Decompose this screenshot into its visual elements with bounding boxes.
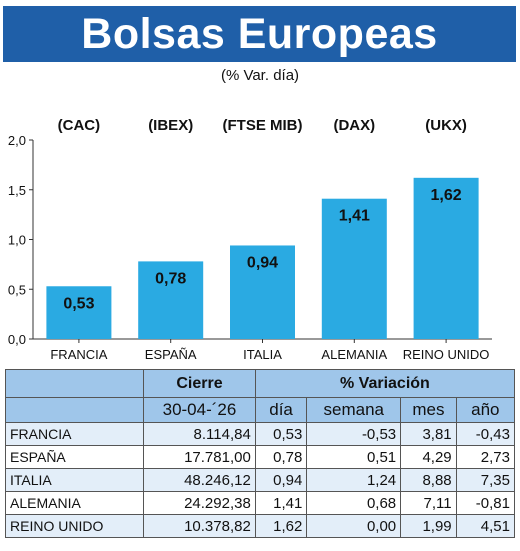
row-country: FRANCIA [4,422,145,446]
bar [138,261,204,339]
group-header-variacion: % Variación [254,369,516,398]
col-header-semana: semana [306,397,402,423]
row-mes: 1,99 [400,514,457,538]
bar-value-label: 1,62 [431,187,462,204]
table-row: ITALIA 48.246,12 0,94 1,24 8,88 7,35 [4,468,516,492]
table-row: REINO UNIDO 10.378,82 1,62 0,00 1,99 4,5… [4,514,516,538]
chart-subtitle: (% Var. día) [220,67,300,84]
header-spacer [4,397,145,423]
bar-value-label: 0,94 [247,254,278,271]
row-cierre: 24.292,38 [143,491,256,515]
index-label: (CAC) [58,117,101,134]
group-header-cierre: Cierre [143,369,256,398]
y-tick-label: 1,5 [8,183,26,198]
row-cierre: 48.246,12 [143,468,256,492]
row-country: ITALIA [4,468,145,492]
col-header-date: 30-04-´26 [143,397,256,423]
row-mes: 3,81 [400,422,457,446]
row-dia: 0,53 [254,422,308,446]
bar-value-label: 0,53 [63,295,94,312]
row-semana: 0,00 [306,514,402,538]
x-tick-label: ALEMANIA [321,347,387,362]
row-semana: 1,24 [306,468,402,492]
bar-chart: 0,0 0,5 1,0 1,5 2,0 0,53 FRANCIA (CAC) 0,78 ESPAÑ… [8,117,492,362]
row-country: ESPAÑA [4,445,145,469]
bar [230,245,295,339]
row-cierre: 10.378,82 [143,514,256,538]
y-tick-label: 0,5 [8,282,26,297]
table-row: ESPAÑA 17.781,00 0,78 0,51 4,29 2,73 [4,445,516,469]
row-dia: 1,41 [254,491,308,515]
bar-value-label: 0,78 [155,270,186,287]
row-country: REINO UNIDO [4,514,145,538]
row-dia: 1,62 [254,514,308,538]
page-title: Bolsas Europeas [81,9,438,58]
x-tick-label: REINO UNIDO [403,347,490,362]
row-semana: 0,51 [306,445,402,469]
x-tick-label: ESPAÑA [145,347,197,362]
row-mes: 7,11 [400,491,457,515]
header-spacer [4,369,145,398]
bar-value-label: 1,41 [339,208,370,225]
x-tick-label: FRANCIA [50,347,107,362]
y-tick-label: 0,0 [8,332,26,347]
row-anio: 7,35 [455,468,516,492]
market-table: Cierre % Variación 30-04-´26 día semana … [4,369,516,538]
bar [46,286,112,339]
col-header-dia: día [254,397,308,423]
row-anio: 4,51 [455,514,516,538]
col-header-mes: mes [400,397,457,423]
row-anio: 2,73 [455,445,516,469]
row-semana: -0,53 [306,422,402,446]
x-tick-label: ITALIA [243,347,282,362]
row-dia: 0,94 [254,468,308,492]
row-anio: -0,81 [455,491,516,515]
index-label: (DAX) [333,117,375,134]
bar [321,198,387,339]
index-label: (IBEX) [148,117,193,134]
title-banner: Bolsas Europeas [3,6,516,62]
index-label: (UKX) [425,117,467,134]
table-row: FRANCIA 8.114,84 0,53 -0,53 3,81 -0,43 [4,422,516,446]
bar [413,177,479,339]
row-semana: 0,68 [306,491,402,515]
index-label: (FTSE MIB) [223,117,303,134]
y-tick-label: 2,0 [8,133,26,148]
col-header-anio: año [455,397,516,423]
row-mes: 8,88 [400,468,457,492]
row-cierre: 17.781,00 [143,445,256,469]
row-dia: 0,78 [254,445,308,469]
row-cierre: 8.114,84 [143,422,256,446]
row-anio: -0,43 [455,422,516,446]
table-row: ALEMANIA 24.292,38 1,41 0,68 7,11 -0,81 [4,491,516,515]
y-tick-label: 1,0 [8,233,26,248]
row-country: ALEMANIA [4,491,145,515]
row-mes: 4,29 [400,445,457,469]
